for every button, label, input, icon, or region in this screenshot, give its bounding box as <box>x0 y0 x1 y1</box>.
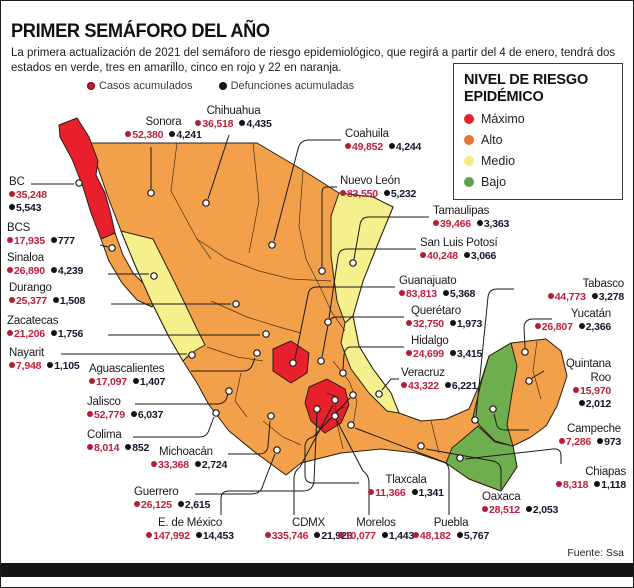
legend-cases-label: Casos acumulados <box>99 80 193 92</box>
marker-bcs <box>108 244 116 252</box>
maximo-dot-icon <box>464 114 474 125</box>
risk-level-alto: Alto <box>464 133 612 147</box>
marker-chihuahua <box>202 199 210 207</box>
marker-veracruz <box>375 390 383 398</box>
marker-puebla <box>347 421 355 429</box>
marker-aguascalientes <box>253 349 261 357</box>
marker-sonora <box>147 189 155 197</box>
marker-bc <box>75 179 83 187</box>
state-shape-edomex-cluster <box>304 378 350 434</box>
marker-sinaloa <box>150 272 158 280</box>
marker-coahuila <box>268 241 276 249</box>
state-shape-veracruz <box>340 315 400 414</box>
marker-tabasco <box>471 416 479 424</box>
leader-coahuila <box>273 139 341 242</box>
state-markers <box>75 179 533 462</box>
risk-level-maximo: Máximo <box>464 112 612 126</box>
subtitle: La primera actualización de 2021 del sem… <box>11 46 616 74</box>
leader-cdmx <box>293 404 334 515</box>
cases-dot-icon <box>87 82 95 90</box>
leader-campeche <box>493 413 529 431</box>
marker-zacatecas <box>262 330 270 338</box>
risk-level-label: Máximo <box>481 112 525 127</box>
leader-yucatan <box>523 318 552 349</box>
leader-oaxaca <box>425 448 502 489</box>
marker-jalisco <box>225 387 233 395</box>
medio-dot-icon <box>464 156 474 167</box>
marker-durango <box>232 300 240 308</box>
marker-michoacan <box>267 412 275 420</box>
marker-nayarit <box>188 351 196 359</box>
source-credit: Fuente: Ssa <box>567 547 624 559</box>
leader-michoacan <box>228 420 271 455</box>
page-title: PRIMER SEMÁFORO DEL AÑO <box>11 20 270 42</box>
marker-nuevoleon <box>318 267 326 275</box>
leader-colima <box>133 416 215 438</box>
leader-slp <box>328 248 416 319</box>
leader-nuevoleon <box>321 186 337 267</box>
leader-morelos <box>336 420 370 515</box>
legend-cases: Casos acumulados <box>87 80 193 92</box>
marker-qroo <box>525 377 533 385</box>
risk-levels: Máximo Alto Medio Bajo <box>464 112 612 189</box>
leader-edomex <box>220 412 318 515</box>
leader-aguascalientes <box>191 357 256 372</box>
marker-slp <box>324 318 332 326</box>
leader-bcs <box>99 244 109 248</box>
marker-hidalgo <box>339 369 347 377</box>
risk-legend-box: NIVEL DE RIESGO EPIDÉMICO Máximo Alto Medi… <box>453 63 623 201</box>
leader-jalisco <box>135 393 229 405</box>
state-shape-tamaulipas <box>330 192 394 324</box>
leader-guanajuato <box>294 286 395 360</box>
legend-deaths-label: Defunciones acumuladas <box>230 80 355 92</box>
leader-veracruz <box>381 378 399 391</box>
marker-cdmx <box>331 396 339 404</box>
risk-level-label: Medio <box>481 154 516 169</box>
alto-dot-icon <box>464 135 474 146</box>
leader-puebla <box>354 427 450 515</box>
marker-campeche <box>489 405 497 413</box>
leader-chihuahua <box>207 134 230 200</box>
leader-tabasco <box>475 288 514 417</box>
bottom-bar <box>1 563 633 577</box>
leader-lines <box>31 134 562 515</box>
leader-guerrero <box>195 453 276 495</box>
marker-tamaulipas <box>349 259 357 267</box>
legend-deaths: Defunciones acumuladas <box>218 80 355 92</box>
marker-legend: Casos acumulados Defunciones acumuladas <box>87 80 354 92</box>
bajo-dot-icon <box>464 177 474 188</box>
marker-oaxaca <box>417 442 425 450</box>
marker-edomex <box>313 405 321 413</box>
marker-guerrero <box>273 446 281 454</box>
risk-legend-title: NIVEL DE RIESGO EPIDÉMICO <box>464 72 589 105</box>
marker-chiapas <box>456 454 464 462</box>
leader-chiapas <box>464 448 562 464</box>
marker-morelos <box>331 412 339 420</box>
risk-level-bajo: Bajo <box>464 175 612 189</box>
marker-guanajuato <box>289 359 297 367</box>
risk-level-label: Bajo <box>481 175 507 190</box>
leader-tamaulipas <box>353 216 429 260</box>
leader-qroo <box>531 370 545 379</box>
state-borders <box>170 142 542 454</box>
marker-colima <box>212 409 220 417</box>
deaths-dot-icon <box>218 82 227 90</box>
marker-queretaro <box>317 357 325 365</box>
risk-level-label: Alto <box>481 133 503 148</box>
marker-tlaxcala <box>349 391 357 399</box>
leader-hidalgo <box>342 346 404 370</box>
state-shape-bc <box>58 117 116 240</box>
risk-level-medio: Medio <box>464 154 612 168</box>
leader-tlaxcala <box>304 397 359 484</box>
marker-yucatan <box>521 348 529 356</box>
